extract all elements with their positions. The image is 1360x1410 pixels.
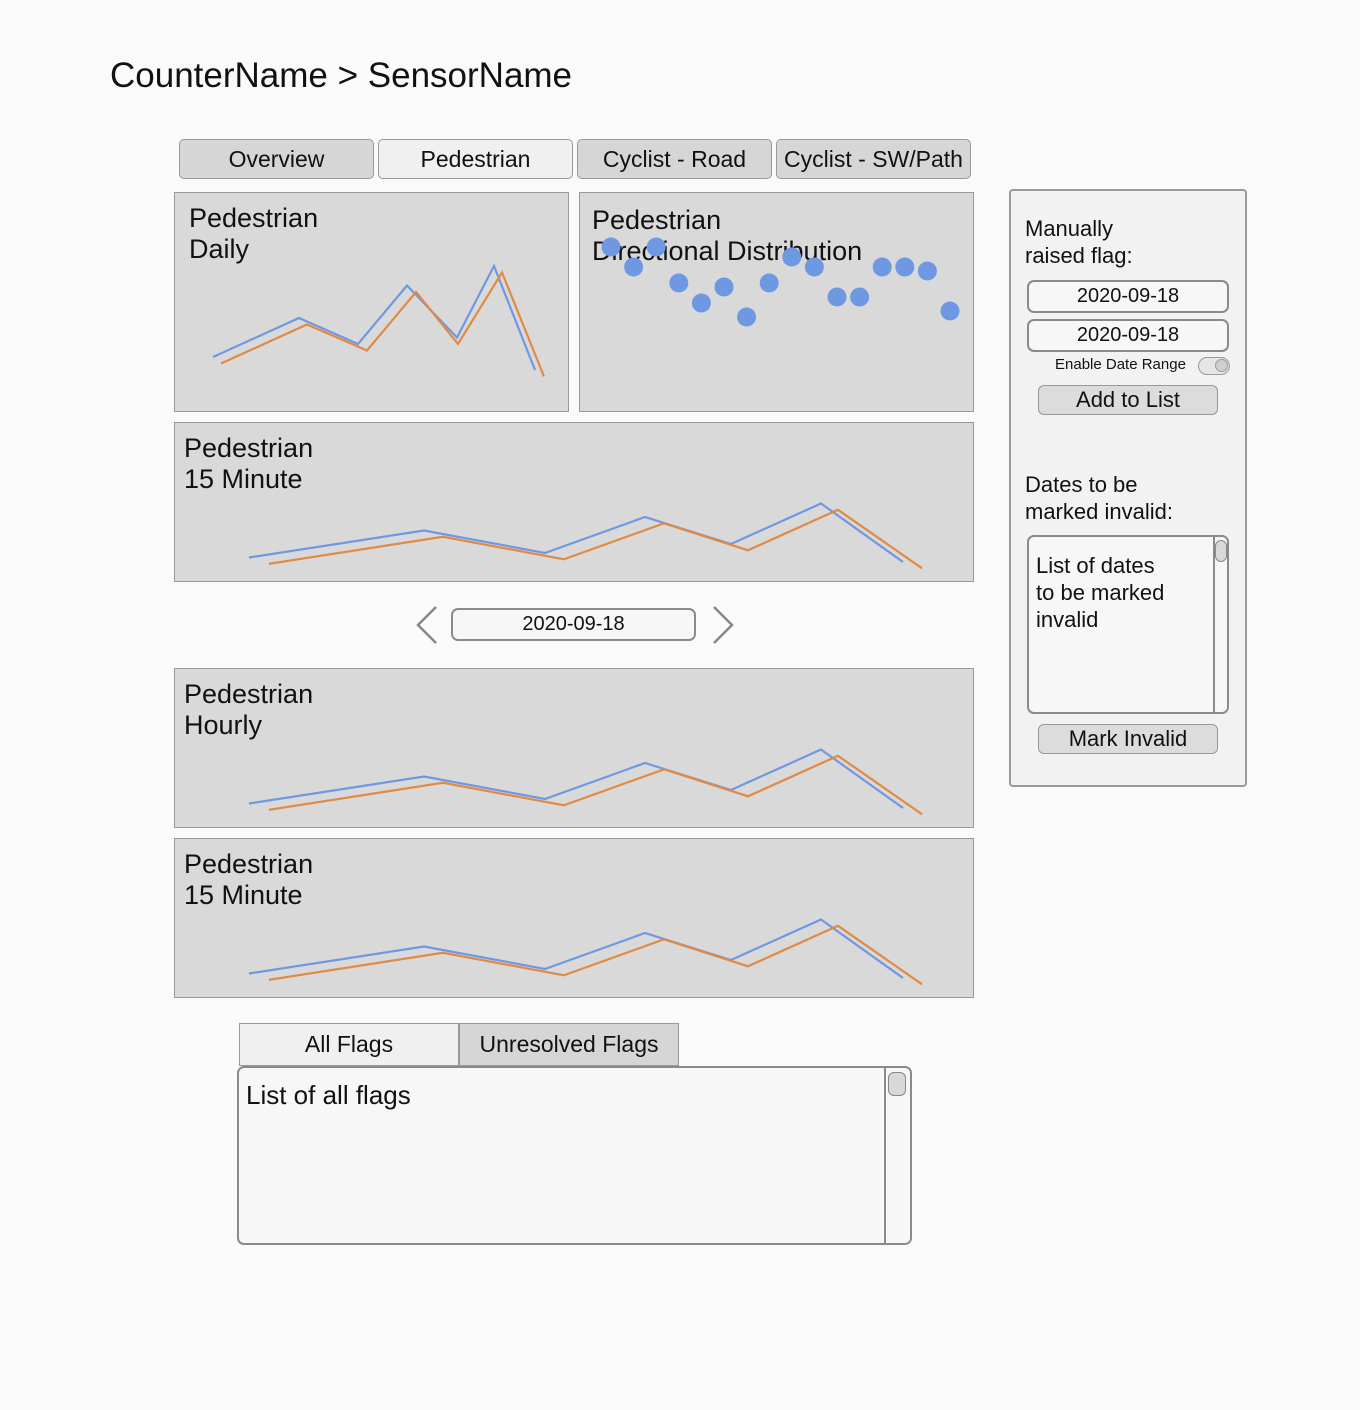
series-line-1 [248,502,904,563]
series-line-2 [268,754,923,816]
invalid-dates-scrollbar[interactable] [1213,537,1227,712]
invalid-dates-placeholder: List of dates to be marked invalid [1036,553,1165,632]
daily-chart-panel: Pedestrian Daily [174,192,569,412]
scatter-point [759,273,779,293]
scatter-point [850,287,870,307]
breadcrumb: CounterName > SensorName [110,56,573,95]
scatter-point [669,273,689,293]
flag-end-date-input[interactable]: 2020-09-18 [1027,319,1229,352]
series-line-2 [220,270,546,377]
tab-cyclist-road[interactable]: Cyclist - Road [577,139,772,179]
scatter-point [601,237,621,257]
flags-scroll-thumb[interactable] [888,1072,906,1096]
chevron-right-icon[interactable] [708,604,738,646]
toggle-knob [1215,359,1228,372]
fifteen-minute-line-chart [248,502,923,570]
fifteen-minute-chart-panel-bottom: Pedestrian 15 Minute [174,838,974,998]
fifteen-minute-line-chart [248,918,923,986]
scatter-point [827,287,847,307]
flags-list[interactable]: List of all flags [237,1066,912,1245]
tab-unresolved-flags[interactable]: Unresolved Flags [459,1023,679,1066]
fifteen-minute-chart-panel-top: Pedestrian 15 Minute [174,422,974,582]
series-line-2 [268,924,923,986]
series-line-1 [212,263,537,371]
tab-overview[interactable]: Overview [179,139,374,179]
hourly-line-chart [248,748,923,816]
scatter-point [940,301,960,321]
scatter-point [691,293,711,313]
scatter-point [624,257,644,277]
manual-flag-label: Manually raised flag: [1025,216,1133,268]
series-line-2 [268,508,923,570]
daily-chart-title: Pedestrian Daily [189,203,319,264]
enable-date-range-label: Enable Date Range [1055,356,1186,373]
daily-line-chart [212,263,546,377]
date-navigator-field[interactable]: 2020-09-18 [451,608,696,641]
fifteen-minute-chart-title: Pedestrian 15 Minute [184,433,314,494]
invalid-dates-list[interactable]: List of dates to be marked invalid [1027,535,1229,714]
scatter-point [782,247,802,267]
fifteen-minute-chart-title: Pedestrian 15 Minute [184,849,314,910]
scatter-point [895,257,915,277]
hourly-chart-panel: Pedestrian Hourly [174,668,974,828]
scatter-point [646,237,666,257]
flags-list-placeholder: List of all flags [246,1080,411,1110]
hourly-chart-title: Pedestrian Hourly [184,679,314,740]
chevron-left-icon[interactable] [412,604,442,646]
mark-invalid-button[interactable]: Mark Invalid [1038,724,1218,754]
dates-invalid-label: Dates to be marked invalid: [1025,472,1173,524]
scatter-point [737,307,757,327]
directional-scatter-chart [601,237,960,327]
tab-all-flags[interactable]: All Flags [239,1023,459,1066]
series-line-1 [248,918,904,979]
invalid-dates-scroll-thumb[interactable] [1215,540,1227,562]
tab-pedestrian[interactable]: Pedestrian [378,139,573,179]
flags-scrollbar[interactable] [884,1068,910,1243]
scatter-point [714,277,734,297]
tab-cyclist-sw-path[interactable]: Cyclist - SW/Path [776,139,971,179]
scatter-point [917,261,937,281]
scatter-point [872,257,892,277]
directional-chart-panel: Pedestrian Directional Distribution [579,192,974,412]
enable-date-range-toggle[interactable] [1198,357,1230,375]
flag-start-date-input[interactable]: 2020-09-18 [1027,280,1229,313]
series-line-1 [248,748,904,809]
add-to-list-button[interactable]: Add to List [1038,385,1218,415]
scatter-point [804,257,824,277]
